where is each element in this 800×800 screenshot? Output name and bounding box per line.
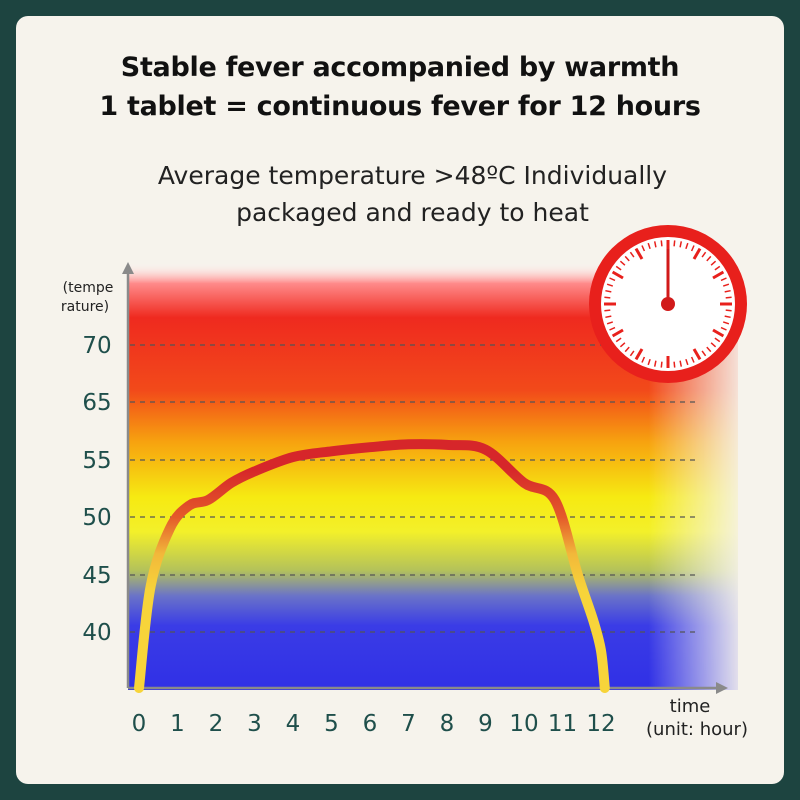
- y-tick-label: 55: [82, 448, 111, 474]
- headline-line-1: Stable fever accompanied by warmth: [120, 52, 680, 83]
- y-axis-label-line-1: (tempe: [63, 280, 114, 296]
- y-tick-label: 40: [82, 620, 111, 646]
- x-tick-label: 3: [247, 711, 262, 737]
- headline-line-2: 1 tablet = continuous fever for 12 hours: [99, 91, 701, 122]
- x-tick-label: 10: [509, 711, 538, 737]
- x-tick-label: 9: [478, 711, 493, 737]
- x-tick-label: 0: [132, 711, 147, 737]
- x-tick-label: 4: [286, 711, 301, 737]
- x-tick-label: 5: [324, 711, 339, 737]
- clock-icon: [589, 225, 747, 383]
- y-tick-label: 45: [82, 563, 111, 589]
- x-tick-label: 7: [401, 711, 416, 737]
- x-tick-label: 12: [586, 711, 615, 737]
- y-axis-label-line-2: rature): [61, 299, 109, 315]
- x-axis-label-line-1: time: [670, 696, 711, 717]
- x-tick-labels: 0 1 2 3 4 5 6 7 8 9 10 11 12: [132, 711, 616, 737]
- temperature-curve: [134, 439, 610, 693]
- axes: [122, 262, 728, 694]
- x-tick-label: 1: [170, 711, 185, 737]
- y-tick-label: 70: [82, 333, 111, 359]
- x-tick-label: 6: [363, 711, 378, 737]
- subtitle-line-2: packaged and ready to heat: [236, 198, 589, 227]
- y-tick-label: 50: [82, 505, 111, 531]
- x-axis-label-line-2: (unit: hour): [646, 719, 748, 740]
- x-tick-label: 11: [548, 711, 577, 737]
- x-tick-label: 2: [209, 711, 224, 737]
- x-tick-label: 8: [440, 711, 455, 737]
- subtitle-line-1: Average temperature >48ºC Individually: [157, 161, 668, 190]
- y-tick-label: 65: [82, 390, 111, 416]
- y-tick-labels: 40 45 50 55 65 70: [82, 333, 111, 646]
